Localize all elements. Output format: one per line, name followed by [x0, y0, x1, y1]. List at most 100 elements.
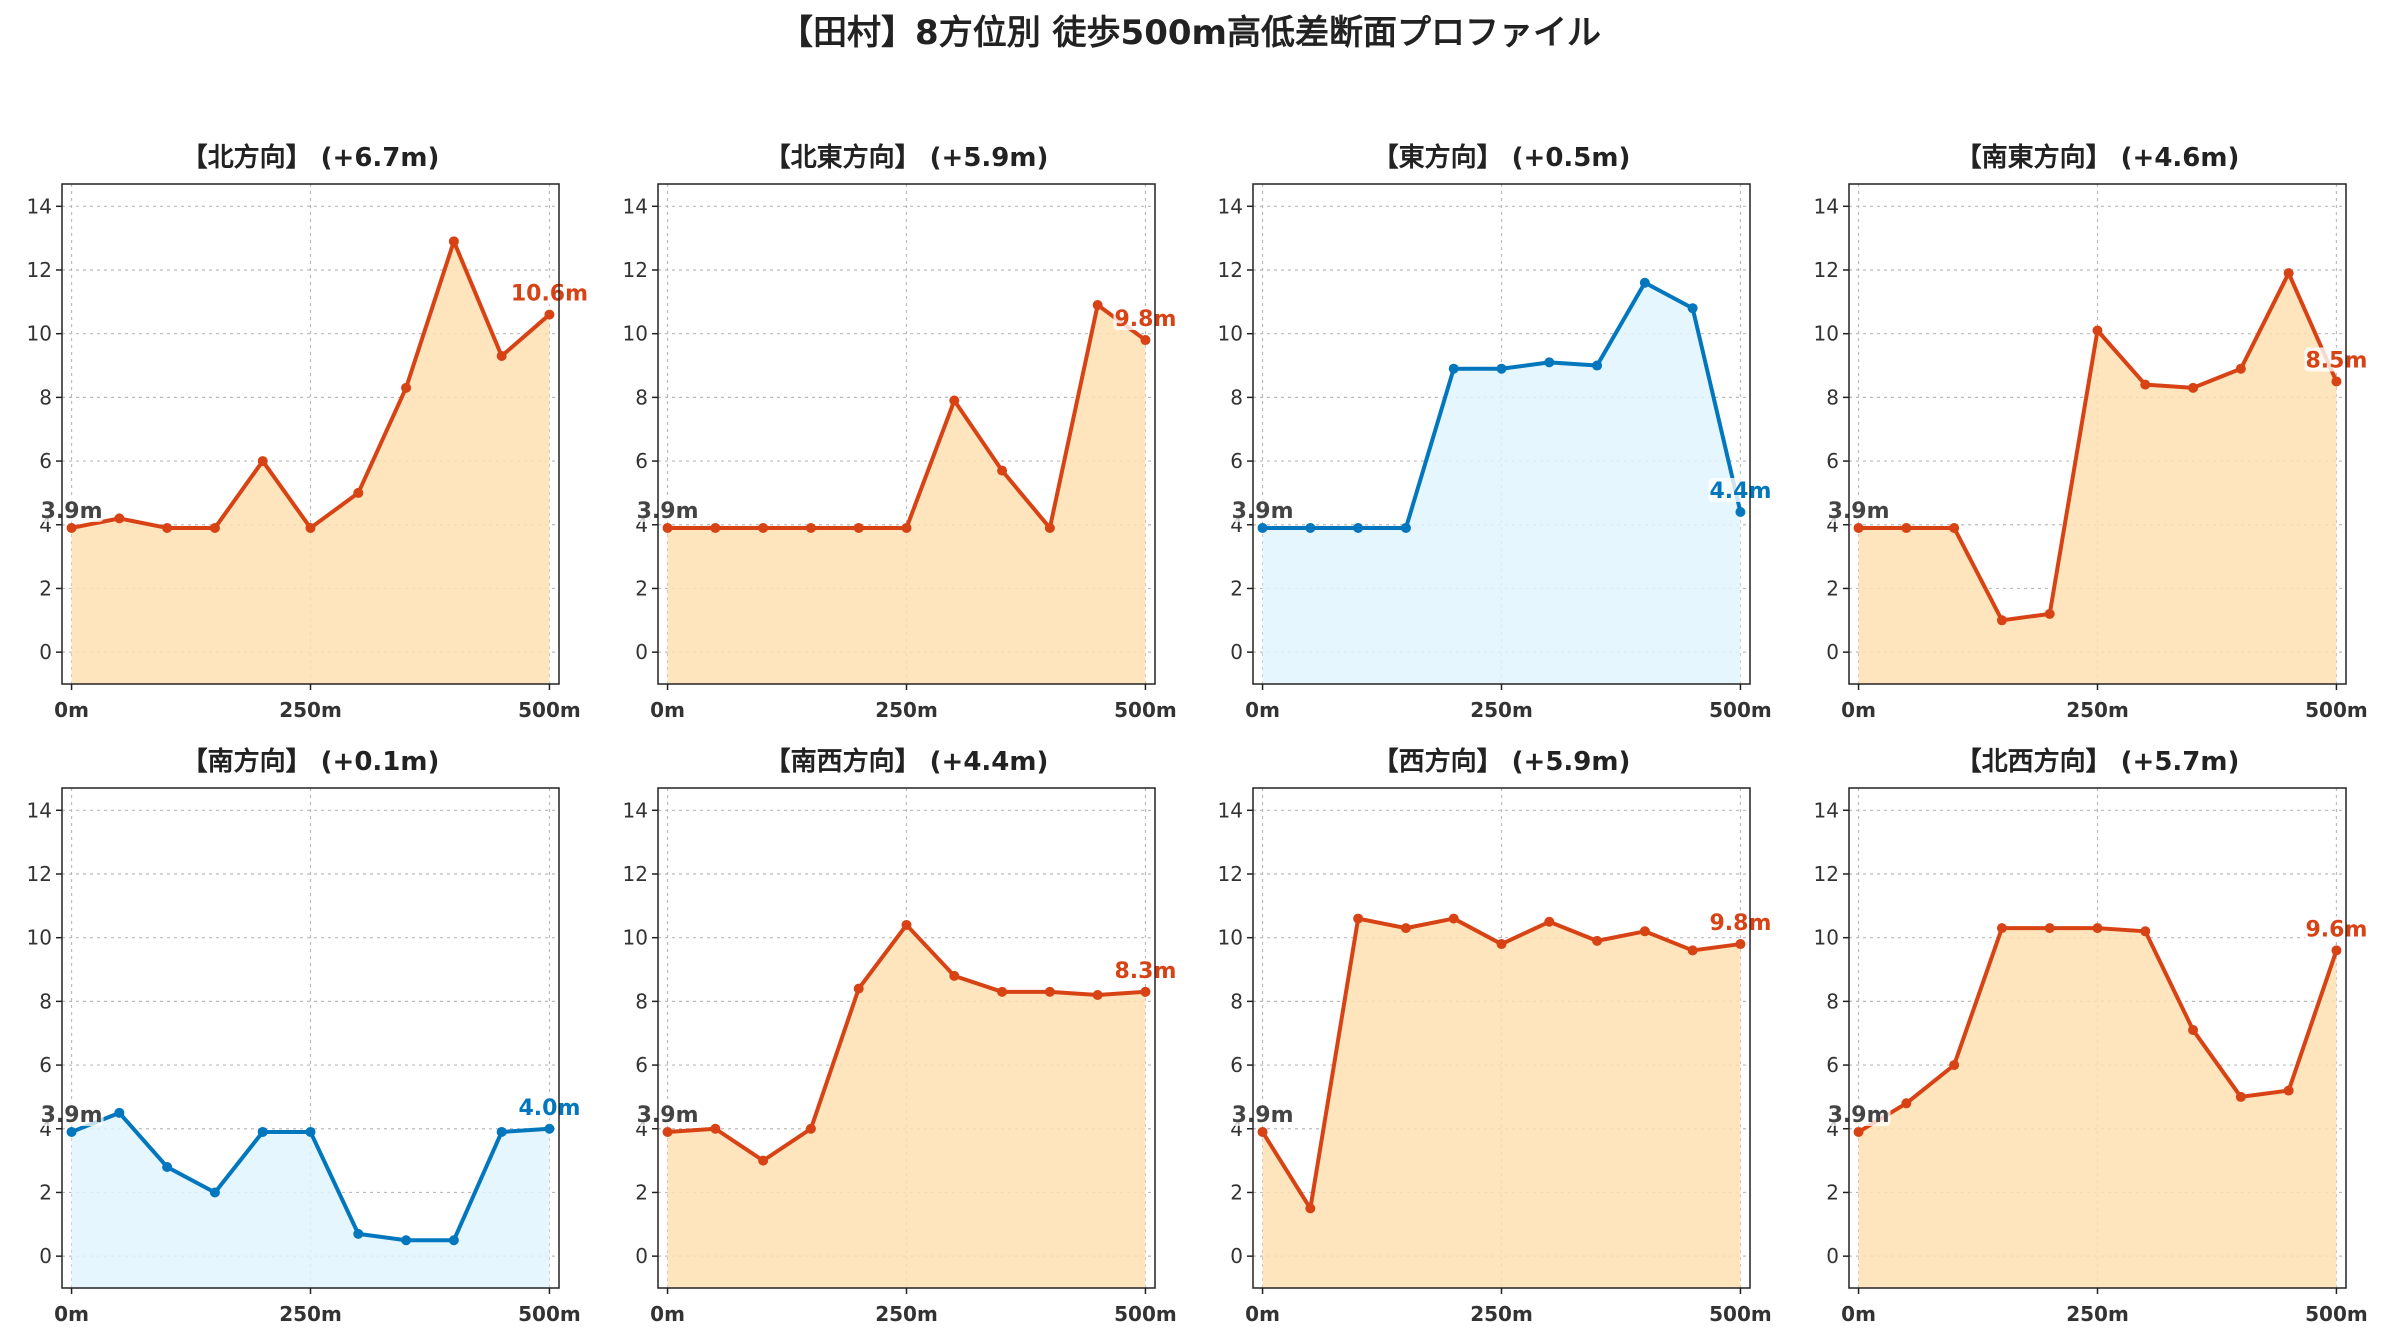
data-point: [997, 986, 1008, 997]
data-point: [662, 522, 673, 533]
end-elevation-label: 10.6m: [511, 282, 588, 307]
data-point: [2235, 1091, 2246, 1102]
data-point: [997, 465, 1008, 476]
data-point: [114, 513, 125, 524]
data-point: [805, 522, 816, 533]
area-fill: [1858, 273, 2337, 684]
data-point: [544, 1123, 555, 1134]
data-point: [901, 522, 912, 533]
data-point: [853, 522, 864, 533]
data-point: [901, 919, 912, 930]
y-tick-label: 12: [623, 258, 648, 282]
y-tick-label: 0: [635, 1244, 648, 1268]
y-tick-label: 8: [39, 989, 52, 1013]
x-tick-label: 0m: [650, 698, 685, 722]
y-tick-label: 6: [39, 1053, 52, 1077]
data-point: [1044, 522, 1055, 533]
y-tick-label: 2: [1230, 1180, 1243, 1204]
y-tick-label: 14: [1814, 194, 1839, 218]
area-fill: [71, 241, 550, 685]
y-tick-label: 0: [1230, 1244, 1243, 1268]
y-tick-label: 8: [635, 385, 648, 409]
plot-frame: [1252, 787, 1751, 1289]
start-elevation-label: 3.9m: [637, 1103, 699, 1128]
data-point: [758, 522, 769, 533]
start-label-bg: [1230, 497, 1295, 522]
data-point: [2140, 926, 2151, 937]
data-point: [1853, 1126, 1864, 1137]
data-point: [496, 1126, 507, 1137]
data-point: [1853, 522, 1864, 533]
x-tick-label: 500m: [1114, 1302, 1177, 1326]
start-elevation-label: 3.9m: [1232, 499, 1294, 524]
x-tick-label: 500m: [518, 1302, 581, 1326]
x-tick-label: 0m: [54, 698, 89, 722]
y-tick-label: 2: [635, 576, 648, 600]
start-label-bg: [39, 1101, 104, 1126]
y-tick-label: 6: [1230, 449, 1243, 473]
data-point: [1735, 939, 1746, 950]
area-fill: [667, 305, 1146, 684]
plot-frame: [61, 183, 560, 685]
end-elevation-label: 4.4m: [1709, 479, 1771, 504]
data-point: [1996, 615, 2007, 626]
data-point: [257, 1126, 268, 1137]
y-tick-label: 10: [1814, 322, 1839, 346]
data-point: [2235, 363, 2246, 374]
data-point: [1448, 913, 1459, 924]
data-point: [448, 236, 459, 247]
y-tick-label: 14: [1218, 798, 1243, 822]
y-tick-label: 6: [1826, 1053, 1839, 1077]
data-point: [257, 456, 268, 467]
y-tick-label: 6: [1826, 449, 1839, 473]
data-point: [2188, 382, 2199, 393]
y-tick-label: 12: [623, 862, 648, 886]
y-tick-label: 0: [39, 640, 52, 664]
y-tick-label: 0: [1826, 640, 1839, 664]
start-elevation-label: 3.9m: [1828, 499, 1890, 524]
data-point: [1592, 360, 1603, 371]
x-tick-label: 0m: [54, 1302, 89, 1326]
y-tick-label: 10: [1218, 926, 1243, 950]
data-point: [114, 1107, 125, 1118]
y-tick-label: 0: [1230, 640, 1243, 664]
start-label-bg: [635, 497, 700, 522]
end-label-bg: [510, 280, 589, 305]
data-point: [1353, 522, 1364, 533]
data-point: [1092, 990, 1103, 1001]
data-point: [1735, 507, 1746, 518]
y-tick-label: 12: [1218, 258, 1243, 282]
data-point: [162, 522, 173, 533]
y-tick-label: 8: [1826, 385, 1839, 409]
y-tick-label: 12: [27, 862, 52, 886]
y-tick-label: 0: [635, 640, 648, 664]
data-point: [710, 1123, 721, 1134]
y-tick-label: 10: [1814, 926, 1839, 950]
y-tick-label: 8: [1230, 989, 1243, 1013]
data-point: [401, 382, 412, 393]
x-tick-label: 500m: [1709, 698, 1772, 722]
x-tick-label: 250m: [2066, 1302, 2129, 1326]
y-tick-label: 14: [27, 798, 52, 822]
y-tick-label: 12: [1814, 258, 1839, 282]
y-tick-label: 14: [27, 194, 52, 218]
start-elevation-label: 3.9m: [1232, 1103, 1294, 1128]
data-point: [1257, 1126, 1268, 1137]
y-tick-label: 0: [39, 1244, 52, 1268]
start-elevation-label: 3.9m: [637, 499, 699, 524]
end-elevation-label: 9.8m: [1114, 307, 1176, 332]
x-tick-label: 0m: [1245, 1302, 1280, 1326]
x-tick-label: 250m: [2066, 698, 2129, 722]
data-point: [1400, 923, 1411, 934]
data-point: [949, 395, 960, 406]
data-point: [305, 1126, 316, 1137]
x-tick-label: 250m: [1470, 1302, 1533, 1326]
x-tick-label: 500m: [2305, 698, 2368, 722]
data-point: [2331, 945, 2342, 956]
data-point: [1639, 926, 1650, 937]
